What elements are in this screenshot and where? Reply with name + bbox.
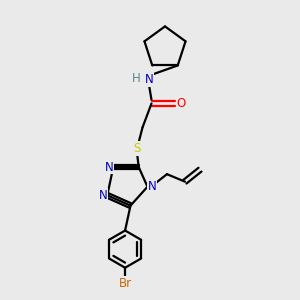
Text: O: O (177, 97, 186, 110)
Text: Br: Br (118, 277, 132, 290)
Text: S: S (133, 142, 140, 155)
Text: N: N (98, 189, 107, 202)
Text: N: N (104, 160, 113, 173)
Text: N: N (145, 73, 154, 86)
Text: N: N (148, 180, 156, 193)
Text: H: H (131, 71, 140, 85)
